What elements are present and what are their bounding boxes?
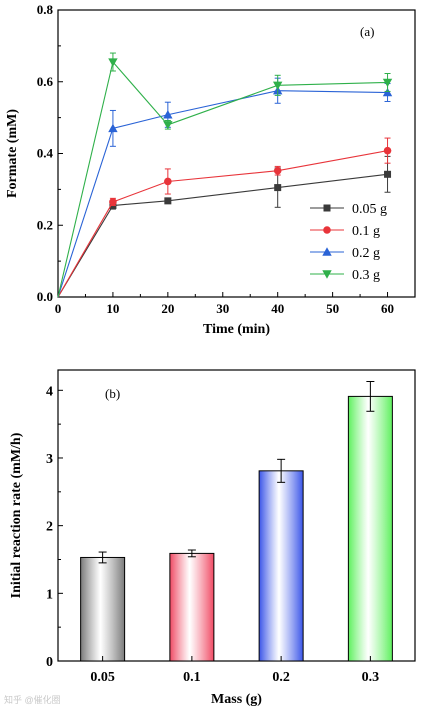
data-point (164, 197, 172, 205)
y-axis-label-b: Initial reaction rate (mM/h) (9, 432, 24, 598)
x-tick-label-a: 40 (271, 301, 284, 316)
x-tick-label-a: 10 (106, 301, 119, 316)
data-point (383, 146, 392, 155)
y-tick-label-a: 0.8 (37, 2, 54, 17)
y-axis-label-a: Formate (mM) (5, 109, 20, 198)
legend-label: 0.05 g (352, 202, 387, 217)
data-point (163, 121, 173, 130)
data-point (274, 184, 282, 192)
legend-marker (323, 204, 331, 212)
x-tick-label-a: 30 (216, 301, 229, 316)
x-tick-label-b: 0.05 (90, 670, 115, 685)
y-tick-label-a: 0.6 (37, 74, 54, 89)
y-tick-label-b: 4 (46, 384, 53, 399)
data-point (272, 81, 283, 91)
panel-label-a: (a) (360, 24, 374, 39)
legend-marker (322, 270, 332, 279)
y-tick-label-a: 0.0 (37, 289, 53, 304)
panel-b-bar-chart: 0 1 2 3 4 0.05 0.1 0.2 0.3 Mass (g) Initial reacti… (9, 369, 416, 707)
series-line (57, 150, 388, 298)
series-line (57, 173, 388, 298)
series-0-05-g (57, 155, 392, 298)
series-line (57, 60, 388, 298)
legend-label: 0.1 g (352, 224, 380, 239)
x-tick-label-a: 0 (55, 301, 62, 316)
x-tick-label-a: 20 (161, 301, 174, 316)
legend-label: 0.2 g (352, 246, 380, 261)
x-axis-label-b: Mass (g) (211, 692, 262, 707)
y-tick-label-b: 0 (46, 655, 53, 670)
y-tick-label-b: 2 (46, 520, 53, 535)
y-tick-label-a: 0.4 (37, 146, 54, 161)
x-tick-label-a: 60 (381, 301, 394, 316)
legend-label: 0.3 g (352, 268, 380, 283)
watermark: 知乎 @催化圈 (4, 695, 61, 705)
x-tick-label-a: 50 (326, 301, 339, 316)
data-point (273, 166, 282, 175)
y-tick-label-a: 0.2 (37, 217, 53, 232)
x-tick-label-b: 0.1 (183, 670, 201, 685)
panel-label-b: (b) (105, 386, 120, 401)
series-0-1-g (57, 137, 392, 298)
data-point (382, 87, 393, 97)
x-tick-label-b: 0.3 (362, 670, 380, 685)
data-point (164, 177, 172, 186)
x-axis-label-a: Time (min) (203, 322, 270, 337)
panel-a-line-chart: 0 10 20 30 40 50 60 0.0 0.2 0.4 0.6 0.8 Time (min) Fo… (5, 2, 416, 337)
data-point (382, 78, 393, 88)
data-point (108, 123, 118, 133)
legend-marker (323, 226, 331, 234)
bar-0.05 (80, 556, 126, 662)
data-point (108, 58, 118, 67)
series-0-3-g (57, 52, 393, 298)
legend-marker (322, 247, 332, 256)
y-tick-label-b: 1 (46, 587, 53, 602)
data-point (109, 198, 117, 206)
legend-a: 0.05 g 0.1 g 0.2 g 0.3 g (310, 202, 387, 283)
x-tick-label-b: 0.2 (272, 670, 290, 685)
series-0-2-g (57, 77, 393, 298)
bar-0.3 (347, 395, 393, 662)
data-point (163, 110, 173, 119)
bar-0.2 (258, 470, 304, 662)
data-point (384, 170, 392, 178)
bar-0.1 (169, 552, 215, 662)
plot-frame-b (57, 369, 416, 662)
y-tick-label-b: 3 (46, 452, 53, 467)
